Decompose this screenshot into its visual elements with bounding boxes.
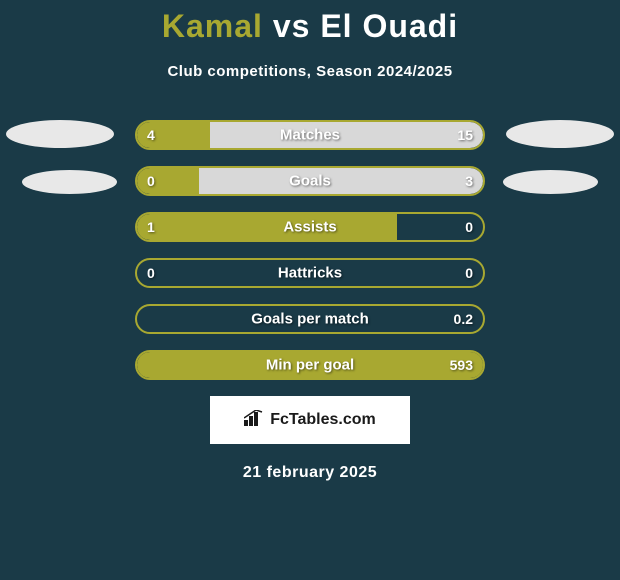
stat-row-min-per-goal: Min per goal 593: [135, 350, 485, 380]
player1-badge: [6, 120, 114, 148]
stat-value-left: 4: [147, 127, 155, 143]
stat-label: Hattricks: [278, 265, 342, 282]
stat-row-hattricks: 0 Hattricks 0: [135, 258, 485, 288]
stat-value-right: 0: [465, 265, 473, 281]
stat-value-right: 0.2: [454, 311, 473, 327]
stat-value-right: 0: [465, 219, 473, 235]
stat-row-goals-per-match: Goals per match 0.2: [135, 304, 485, 334]
stat-label: Goals: [289, 173, 331, 190]
vs-text: vs: [273, 8, 311, 44]
player2-badge: [506, 120, 614, 148]
footer-logo[interactable]: FcTables.com: [210, 396, 410, 444]
comparison-container: 4 Matches 15 0 Goals 3 1 Assists 0 0 Hat…: [0, 120, 620, 380]
stat-label: Min per goal: [266, 357, 354, 374]
comparison-title: Kamal vs El Ouadi: [0, 0, 620, 45]
stat-row-matches: 4 Matches 15: [135, 120, 485, 150]
stat-row-assists: 1 Assists 0: [135, 212, 485, 242]
stat-value-left: 0: [147, 265, 155, 281]
footer-date: 21 february 2025: [0, 464, 620, 482]
stat-value-left: 1: [147, 219, 155, 235]
player2-badge-2: [503, 170, 598, 194]
bar-fill-right: [199, 168, 483, 194]
stat-row-goals: 0 Goals 3: [135, 166, 485, 196]
player2-name: El Ouadi: [320, 8, 458, 44]
stat-value-right: 15: [457, 127, 473, 143]
subtitle-text: Club competitions, Season 2024/2025: [0, 63, 620, 80]
bars-wrapper: 4 Matches 15 0 Goals 3 1 Assists 0 0 Hat…: [135, 120, 485, 380]
bar-fill-left: [137, 214, 397, 240]
stat-value-right: 3: [465, 173, 473, 189]
stat-value-right: 593: [450, 357, 473, 373]
footer-logo-text: FcTables.com: [270, 411, 376, 429]
player1-name: Kamal: [162, 8, 263, 44]
stat-label: Assists: [283, 219, 336, 236]
chart-icon: [244, 410, 264, 431]
stat-label: Goals per match: [251, 311, 369, 328]
stat-value-left: 0: [147, 173, 155, 189]
player1-badge-2: [22, 170, 117, 194]
bar-fill-right: [210, 122, 483, 148]
stat-label: Matches: [280, 127, 340, 144]
